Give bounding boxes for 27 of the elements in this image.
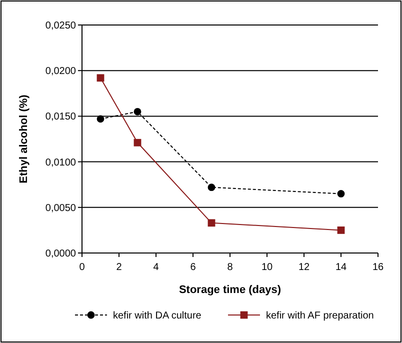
point xyxy=(96,74,104,82)
x-tick-label: 0 xyxy=(79,262,86,273)
point xyxy=(96,115,104,123)
x-tick-label: 16 xyxy=(372,262,384,273)
point xyxy=(337,226,345,234)
point xyxy=(134,138,142,146)
x-tick-label: 8 xyxy=(227,262,234,273)
legend-label: kefir with AF preparation xyxy=(266,310,374,322)
y-tick-label: 0,0250 xyxy=(45,20,76,32)
y-tick-label: 0,0200 xyxy=(45,66,76,78)
y-tick-label: 0,0000 xyxy=(45,248,76,260)
x-tick-label: 14 xyxy=(335,262,347,273)
point xyxy=(337,190,345,198)
point xyxy=(208,184,216,192)
x-tick-label: 6 xyxy=(190,262,196,273)
x-tick-label: 4 xyxy=(153,262,160,273)
x-axis-title: Storage time (days) xyxy=(178,284,282,296)
y-tick-label: 0,0100 xyxy=(45,157,76,168)
x-tick-label: 2 xyxy=(116,262,122,273)
legend-label: kefir with DA culture xyxy=(113,310,202,322)
y-axis-title: Ethyl alcohol (%) xyxy=(18,94,30,184)
x-tick-label: 10 xyxy=(261,262,273,273)
point xyxy=(134,108,142,116)
x-tick-label: 12 xyxy=(298,262,310,273)
point xyxy=(208,219,216,227)
y-tick-label: 0,0050 xyxy=(45,202,76,214)
y-tick-label: 0,0150 xyxy=(45,112,76,123)
